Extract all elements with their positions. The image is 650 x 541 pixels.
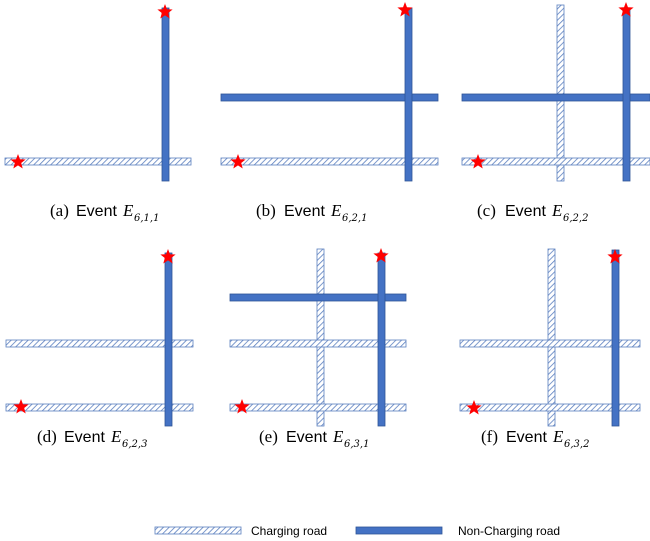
caption-f: (f) Event E 6,3,2 — [481, 427, 589, 450]
b-end-star — [397, 2, 413, 17]
d-start-star — [13, 399, 29, 414]
caption-e-subscript: 6,3,1 — [344, 439, 369, 450]
c-start-star — [470, 154, 486, 169]
f-charging-road-h-bottom — [459, 403, 641, 412]
caption-c: (c) Event E 6,2,2 — [477, 201, 588, 224]
caption-b-label: (b) — [256, 201, 276, 220]
d-end-star — [160, 249, 176, 264]
legend-charging-swatch — [154, 526, 242, 535]
d-charging-road-h-top — [5, 339, 194, 348]
e-charging-road-h-bottom — [229, 403, 407, 412]
caption-f-label: (f) — [481, 427, 498, 446]
a-charging-road-h — [4, 157, 192, 166]
d-charging-road-h-bottom — [5, 403, 194, 412]
caption-a-label: (a) — [50, 201, 69, 220]
caption-d-symbol: E — [110, 427, 122, 446]
road-layer — [4, 4, 650, 427]
caption-f-event: Event — [506, 429, 547, 446]
d-non-charging-road-v — [164, 252, 173, 427]
caption-f-symbol: E — [552, 427, 564, 446]
a-start-star — [10, 154, 26, 169]
caption-b-event: Event — [284, 203, 325, 220]
caption-c-symbol: E — [551, 201, 563, 220]
f-non-charging-road-v-right — [611, 249, 620, 427]
f-charging-road-v — [547, 248, 556, 427]
c-charging-road-h-bottom — [461, 157, 650, 166]
caption-e-event: Event — [286, 429, 327, 446]
a-end-star — [157, 4, 173, 19]
e-charging-road-h-mid — [229, 339, 407, 348]
caption-a-event: Event — [76, 203, 117, 220]
legend-non-charging-swatch — [355, 526, 443, 535]
c-end-star — [618, 2, 634, 17]
c-non-charging-road-h-top — [461, 93, 650, 102]
caption-e-label: (e) — [259, 427, 278, 446]
caption-e-symbol: E — [332, 427, 344, 446]
caption-a-subscript: 6,1,1 — [134, 213, 159, 224]
b-non-charging-road-h-top — [220, 93, 439, 102]
caption-c-label: (c) — [477, 201, 496, 220]
e-non-charging-road-h-top — [229, 293, 407, 302]
a-non-charging-road-v — [161, 7, 170, 182]
f-start-star — [466, 400, 482, 415]
caption-c-event: Event — [505, 203, 546, 220]
legend-non-charging-label: Non-Charging road — [458, 524, 560, 538]
e-end-star — [373, 248, 389, 263]
b-non-charging-road-v — [404, 7, 413, 182]
star-layer — [10, 2, 634, 415]
f-end-star — [607, 249, 623, 264]
b-start-star — [230, 154, 246, 169]
caption-e: (e) Event E 6,3,1 — [259, 427, 369, 450]
caption-b-symbol: E — [330, 201, 342, 220]
caption-c-subscript: 6,2,2 — [563, 213, 588, 224]
legend: Charging road Non-Charging road — [154, 524, 560, 538]
e-charging-road-v — [316, 248, 325, 427]
caption-a: (a) Event E 6,1,1 — [50, 201, 159, 224]
caption-d-subscript: 6,2,3 — [122, 439, 147, 450]
legend-charging-label: Charging road — [251, 524, 327, 538]
b-charging-road-h-bottom — [220, 157, 439, 166]
caption-b: (b) Event E 6,2,1 — [256, 201, 367, 224]
e-start-star — [234, 399, 250, 414]
caption-d: (d) Event E 6,2,3 — [37, 427, 147, 450]
c-non-charging-road-v-right — [622, 7, 631, 182]
f-charging-road-h-mid — [459, 339, 641, 348]
caption-a-symbol: E — [122, 201, 134, 220]
caption-b-subscript: 6,2,1 — [342, 213, 367, 224]
c-charging-road-v — [556, 4, 565, 182]
caption-d-label: (d) — [37, 427, 57, 446]
caption-f-subscript: 6,3,2 — [564, 439, 589, 450]
caption-d-event: Event — [64, 429, 105, 446]
e-non-charging-road-v-right — [377, 252, 386, 427]
